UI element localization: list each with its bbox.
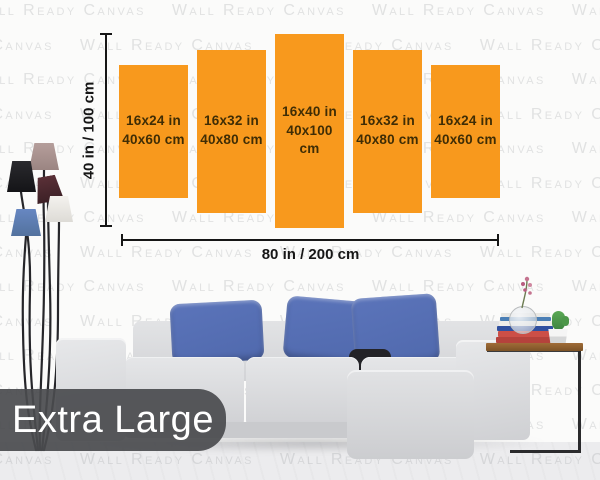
- width-dimension-label: 80 in / 200 cm: [261, 246, 360, 263]
- canvas-panel: 16x40 in 40x100 cm: [275, 34, 344, 228]
- canvas-panel-row: 16x24 in 40x60 cm 16x32 in 40x80 cm 16x40 in…: [119, 34, 500, 228]
- lamp-shade-mauve-icon: [29, 143, 59, 170]
- width-dimension-line: [122, 239, 499, 241]
- panel-size-inches: 16x24 in: [126, 113, 181, 129]
- sofa-ottoman: [347, 370, 474, 459]
- side-table-leg: [578, 350, 581, 453]
- panel-size-inches: 16x24 in: [438, 113, 493, 129]
- canvas-panel: 16x32 in 40x80 cm: [197, 49, 266, 213]
- panel-size-cm: 40x60 cm: [122, 132, 185, 147]
- side-table-frame: [487, 350, 581, 352]
- canvas-panel: 16x32 in 40x80 cm: [353, 49, 422, 213]
- flower-sprig: [521, 276, 532, 309]
- side-table-foot: [510, 450, 581, 453]
- height-dimension-cap-bottom: [100, 225, 112, 227]
- lamp-shade-blue-icon: [11, 209, 41, 236]
- panel-size-cm: 40x60 cm: [434, 132, 497, 147]
- book: [496, 337, 554, 343]
- size-badge-label: Extra Large: [12, 398, 214, 441]
- lamp-shade-black-icon: [7, 161, 36, 192]
- panel-size-cm: 40x100 cm: [286, 122, 333, 157]
- panel-size-inches: 16x32 in: [204, 113, 259, 129]
- side-table-top: [486, 343, 583, 351]
- cactus: [552, 311, 565, 330]
- panel-size-cm: 40x80 cm: [356, 132, 419, 147]
- canvas-panel: 16x24 in 40x60 cm: [119, 64, 188, 198]
- panel-size-inches: 16x40 in: [282, 103, 337, 119]
- width-dimension-tick-right: [497, 234, 499, 246]
- lamp-shade-white-icon: [45, 196, 73, 222]
- cactus-arm: [562, 316, 569, 326]
- book: [498, 331, 553, 337]
- canvas-panel: 16x24 in 40x60 cm: [431, 64, 500, 198]
- height-dimension-cap-top: [100, 33, 112, 35]
- height-dimension-line: [105, 34, 107, 226]
- sofa-seat-cushion: [246, 357, 359, 429]
- cactus-pot: [548, 329, 568, 343]
- width-dimension-tick-left: [121, 234, 123, 246]
- panel-size-inches: 16x32 in: [360, 113, 415, 129]
- size-badge: Extra Large: [0, 389, 226, 451]
- throw-pillow: [169, 299, 265, 365]
- panel-size-cm: 40x80 cm: [200, 132, 263, 147]
